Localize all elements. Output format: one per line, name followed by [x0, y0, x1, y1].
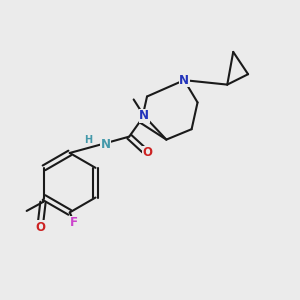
Text: O: O	[35, 221, 45, 234]
Text: F: F	[70, 216, 78, 229]
Text: H: H	[84, 135, 92, 145]
Text: N: N	[100, 138, 110, 151]
Text: N: N	[139, 109, 149, 122]
Text: N: N	[179, 74, 189, 87]
Text: O: O	[142, 146, 152, 160]
